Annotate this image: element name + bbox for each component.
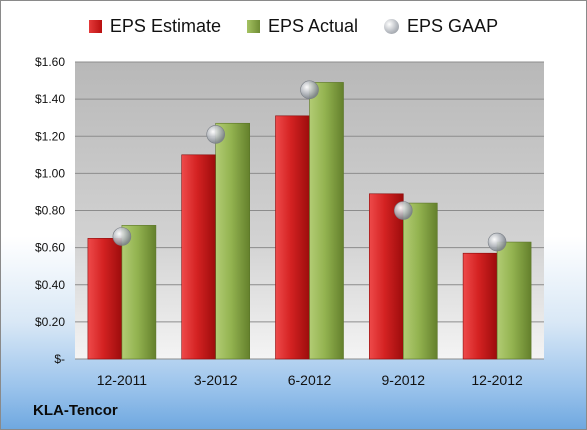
- x-tick-label: 12-2012: [471, 372, 523, 388]
- marker-eps-gaap: [487, 232, 507, 252]
- marker-eps-gaap: [112, 227, 132, 246]
- bar-eps-actual: [496, 241, 532, 360]
- bar-eps-estimate: [181, 154, 216, 360]
- y-tick-label: $1.20: [35, 129, 65, 143]
- bar-eps-estimate: [87, 238, 123, 360]
- y-tick-label: $1.00: [35, 166, 65, 180]
- x-tick-label: 9-2012: [382, 372, 426, 388]
- marker-eps-gaap: [206, 125, 225, 144]
- legend-item-eps-actual: EPS Actual: [246, 16, 359, 37]
- bar-eps-estimate: [275, 115, 310, 360]
- x-tick-label: 12-2011: [97, 372, 148, 388]
- company-name: KLA-Tencor: [33, 402, 118, 419]
- marker-eps-gaap: [300, 80, 319, 100]
- bar-eps-actual: [402, 202, 438, 360]
- y-tick-label: $1.60: [35, 55, 65, 69]
- legend-label-eps-actual: EPS Actual: [267, 16, 359, 36]
- y-tick-label: $-: [54, 352, 65, 366]
- bar-eps-estimate: [368, 193, 404, 360]
- legend-item-eps-estimate: EPS Estimate: [88, 16, 221, 37]
- y-tick-label: $1.40: [35, 92, 65, 106]
- y-tick-label: $0.80: [35, 204, 65, 218]
- x-tick-label: 6-2012: [288, 372, 332, 388]
- legend-swatch-eps-estimate: [88, 20, 102, 33]
- legend-swatch-eps-gaap: [384, 19, 400, 34]
- legend-swatch-eps-actual: [246, 20, 260, 33]
- bar-eps-estimate: [462, 252, 498, 360]
- legend-label-eps-gaap: EPS GAAP: [407, 16, 499, 36]
- bar-eps-actual: [121, 225, 157, 360]
- legend-item-eps-gaap: EPS GAAP: [384, 16, 498, 37]
- y-tick-label: $0.20: [35, 315, 65, 329]
- x-tick-label: 3-2012: [194, 372, 238, 388]
- chart-legend: EPS Estimate EPS Actual EPS GAAP: [0, 16, 587, 37]
- marker-eps-gaap: [393, 201, 413, 220]
- legend-label-eps-estimate: EPS Estimate: [109, 16, 221, 36]
- y-tick-label: $0.60: [35, 241, 65, 255]
- bar-eps-actual: [309, 82, 344, 360]
- bar-eps-actual: [215, 122, 250, 360]
- y-tick-label: $0.40: [35, 278, 65, 292]
